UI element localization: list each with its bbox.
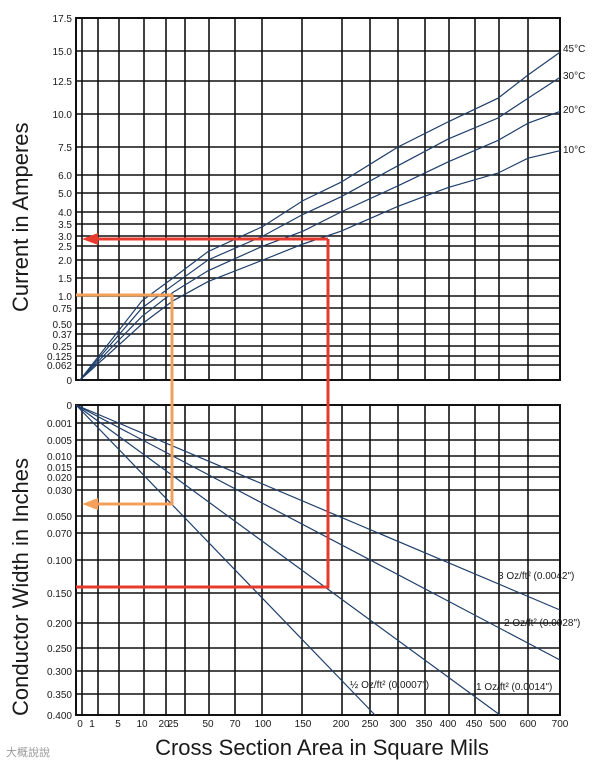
- y-axis-title-bottom: Conductor Width in Inches: [8, 458, 33, 716]
- top-y-tick-label: 2.5: [58, 242, 72, 253]
- top-y-tick-label: 4.0: [58, 208, 72, 219]
- bottom-series-line-0: [75, 404, 561, 611]
- example-paths: [76, 233, 330, 589]
- x-tick-label: 350: [416, 719, 433, 730]
- bottom-y-tick-label: 0.200: [47, 619, 72, 630]
- bottom-series-label-0: 3 Oz/ft² (0.0042"): [498, 571, 574, 582]
- top-series-label-1: 30°C: [563, 71, 585, 82]
- bottom-y-tick-label: 0.100: [47, 556, 72, 567]
- x-tick-label: 50: [202, 719, 214, 730]
- bottom-y-tick-label: 0.005: [47, 436, 72, 447]
- x-tick-label: 150: [295, 719, 312, 730]
- x-tick-label: 70: [229, 719, 241, 730]
- top-y-tick-label: 12.5: [53, 77, 73, 88]
- top-y-tick-label: 0.75: [53, 304, 73, 315]
- x-tick-label: 20: [158, 719, 170, 730]
- top-y-tick-label: 1.5: [58, 274, 72, 285]
- x-tick-label: 400: [440, 719, 457, 730]
- top-y-tick-label: 0.25: [53, 342, 73, 353]
- example-orange-arrowhead: [82, 498, 98, 510]
- top-y-tick-label: 0.37: [53, 330, 73, 341]
- bottom-series-label-3: ½ Oz/ft² (0.0007"): [350, 680, 429, 691]
- top-y-tick-label: 0.062: [47, 361, 72, 372]
- bottom-y-tick-label: 0.050: [47, 512, 72, 523]
- top-y-tick-label: 15.0: [53, 47, 73, 58]
- axis-titles: Current in Amperes Conductor Width in In…: [8, 122, 489, 760]
- top-series-line-1: [79, 76, 561, 381]
- bottom-y-tick-label: 0.015: [47, 463, 72, 474]
- x-tick-label: 0: [77, 719, 83, 730]
- x-axis-title: Cross Section Area in Square Mils: [155, 735, 489, 760]
- bottom-y-tick-label: 0.030: [47, 486, 72, 497]
- bottom-y-tick-label: 0.001: [47, 419, 72, 430]
- top-y-tick-label: 0.125: [47, 352, 72, 363]
- example-red-path: [76, 239, 330, 589]
- example-orange-path: [76, 293, 174, 506]
- top-y-tick-label: 6.0: [58, 171, 72, 182]
- top-series-line-0: [79, 51, 561, 381]
- bottom-y-tick-label: 0.070: [47, 529, 72, 540]
- x-tick-label: 100: [255, 719, 272, 730]
- watermark-text: 大概說說: [6, 746, 50, 759]
- top-series-label-0: 45°C: [563, 44, 585, 55]
- x-tick-label: 600: [520, 719, 537, 730]
- bottom-series-line-1: [75, 404, 561, 661]
- x-tick-label: 10: [136, 719, 148, 730]
- bottom-series-line-3: [75, 404, 376, 716]
- top-y-tick-label: 7.5: [58, 143, 72, 154]
- top-grid-frame: [75, 17, 561, 381]
- bottom-y-tick-label: 0.300: [47, 667, 72, 678]
- x-tick-label: 200: [333, 719, 350, 730]
- x-tick-label: 250: [362, 719, 379, 730]
- x-tick-label: 700: [552, 719, 569, 730]
- bottom-y-tick-label: 0.350: [47, 690, 72, 701]
- bottom-y-tick-label: 0.150: [47, 589, 72, 600]
- top-series-label-3: 10°C: [563, 145, 585, 156]
- bottom-series-label-2: 1 Oz/ft² (0.0014"): [476, 682, 552, 693]
- top-y-tick-label: 3.5: [58, 220, 72, 231]
- top-series-label-2: 20°C: [563, 105, 585, 116]
- x-tick-label: 5: [115, 719, 121, 730]
- top-y-tick-label: 2.0: [58, 256, 72, 267]
- top-y-tick-label: 3.0: [58, 232, 72, 243]
- top-y-tick-label: 5.0: [58, 189, 72, 200]
- bottom-series-line-2: [75, 404, 501, 716]
- y-axis-title-top: Current in Amperes: [8, 122, 33, 312]
- x-tick-label: 450: [466, 719, 483, 730]
- top-panel-grid: [75, 17, 561, 381]
- top-y-tick-label: 10.0: [53, 110, 73, 121]
- bottom-y-tick-label: 0.250: [47, 644, 72, 655]
- x-tick-label: 25: [167, 719, 179, 730]
- bottom-panel-curves: 3 Oz/ft² (0.0042") 2 Oz/ft² (0.0028") 1 Oz…: [75, 404, 580, 716]
- x-tick-label: 300: [390, 719, 407, 730]
- bottom-panel-grid: [75, 404, 561, 716]
- bottom-series-label-1: 2 Oz/ft² (0.0028"): [504, 618, 580, 629]
- top-y-tick-label: 17.5: [53, 14, 73, 25]
- top-y-tick-label: 1.0: [58, 292, 72, 303]
- top-y-tick-label: 0.50: [53, 320, 73, 331]
- bottom-y-tick-label: 0: [66, 401, 72, 412]
- tick-labels: 00.0620.1250.250.370.500.751.01.52.02.53…: [47, 14, 569, 730]
- top-y-tick-label: 0: [66, 376, 72, 387]
- example-red-arrowhead: [82, 233, 98, 245]
- bottom-y-tick-label: 0.010: [47, 452, 72, 463]
- x-tick-label: 500: [490, 719, 507, 730]
- bottom-y-tick-label: 0.020: [47, 473, 72, 484]
- bottom-y-tick-label: 0.400: [47, 711, 72, 722]
- x-tick-label: 1: [89, 719, 95, 730]
